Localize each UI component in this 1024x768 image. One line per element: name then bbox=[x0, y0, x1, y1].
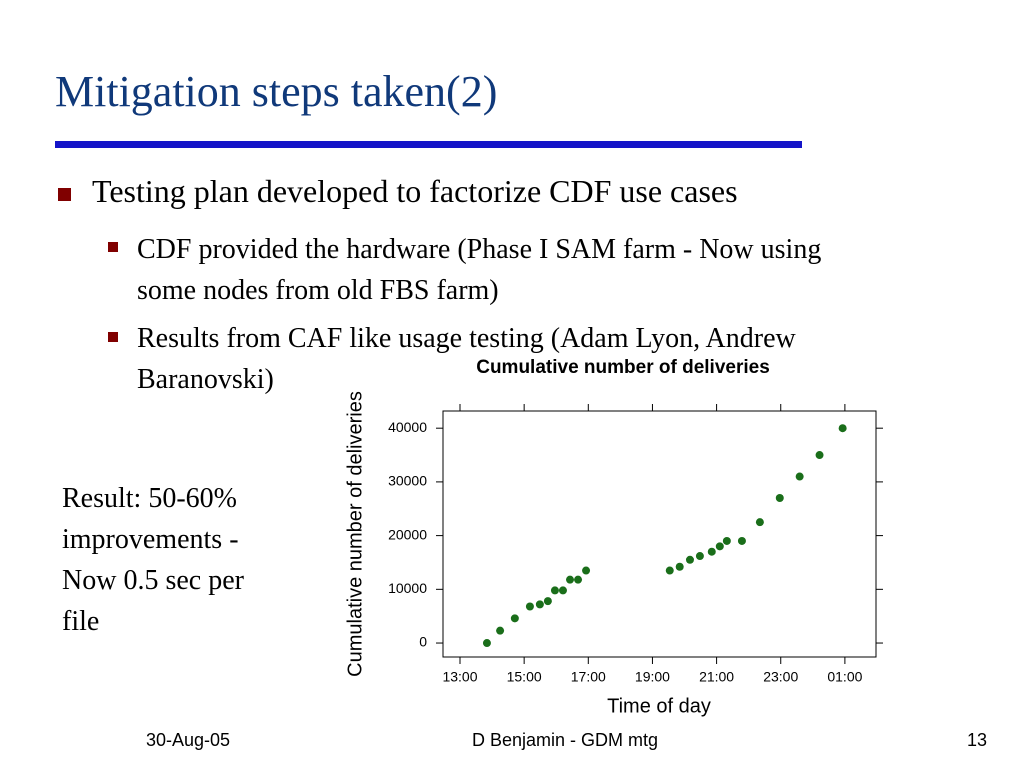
point bbox=[755, 518, 764, 527]
line: some nodes from old FBS farm) bbox=[137, 275, 499, 306]
footer-date: 30-Aug-05 bbox=[145, 730, 231, 750]
footer-center: D Benjamin - GDM mtg bbox=[471, 730, 659, 750]
point bbox=[582, 566, 591, 575]
point bbox=[838, 424, 847, 433]
point bbox=[795, 472, 804, 481]
line: improvements - bbox=[62, 524, 239, 555]
slide-title: Mitigation steps taken(2) bbox=[55, 67, 498, 116]
point bbox=[815, 451, 824, 460]
y-tick-label: 40000 bbox=[388, 419, 427, 435]
point bbox=[715, 542, 724, 551]
y-tick-label: 20000 bbox=[388, 526, 427, 542]
title-rule bbox=[55, 141, 802, 148]
point bbox=[535, 600, 544, 609]
line: Baranovski) bbox=[137, 364, 274, 395]
x-tick-label: 01:00 bbox=[827, 669, 862, 685]
bullet-marker bbox=[108, 242, 118, 252]
point bbox=[737, 536, 746, 545]
line: Now 0.5 sec per bbox=[62, 565, 244, 596]
line: file bbox=[62, 606, 100, 637]
point bbox=[496, 626, 505, 635]
point bbox=[675, 562, 684, 571]
point bbox=[566, 575, 575, 584]
x-tick-label: 23:00 bbox=[763, 669, 798, 685]
point bbox=[695, 552, 704, 561]
chart-title: Cumulative number of deliveries bbox=[476, 357, 770, 378]
point bbox=[525, 602, 534, 611]
point bbox=[558, 586, 567, 595]
bullet-text: Testing plan developed to factorize CDF … bbox=[92, 173, 738, 209]
point bbox=[707, 547, 716, 556]
y-tick-label: 30000 bbox=[388, 473, 427, 489]
point bbox=[722, 536, 731, 545]
x-tick-label: 17:00 bbox=[571, 669, 606, 685]
sub-bullet: CDF provided the hardware (Phase I SAM f… bbox=[137, 229, 821, 311]
sub-bullet: Results from CAF like usage testing (Ada… bbox=[137, 318, 796, 400]
x-tick-label: 13:00 bbox=[442, 669, 477, 685]
note: Result: 50-60% improvements - Now 0.5 se… bbox=[62, 478, 244, 642]
line: Result: 50-60% bbox=[62, 483, 237, 514]
point bbox=[550, 586, 559, 595]
y-tick-label: 10000 bbox=[388, 580, 427, 596]
point bbox=[665, 566, 674, 575]
point bbox=[685, 555, 694, 564]
line: Results from CAF like usage testing (Ada… bbox=[137, 323, 796, 354]
point bbox=[543, 597, 552, 606]
line: CDF provided the hardware (Phase I SAM f… bbox=[137, 234, 822, 265]
y-axis-label: Cumulative number of deliveries bbox=[344, 391, 366, 677]
point bbox=[510, 614, 519, 623]
footer-page: 13 bbox=[966, 730, 988, 750]
x-tick-label: 19:00 bbox=[635, 669, 670, 685]
plot-frame bbox=[442, 410, 877, 658]
bullet-marker bbox=[58, 188, 71, 201]
point bbox=[574, 575, 583, 584]
y-tick-label: 0 bbox=[419, 634, 427, 650]
x-tick-label: 15:00 bbox=[507, 669, 542, 685]
point bbox=[482, 639, 491, 648]
point bbox=[775, 494, 784, 503]
x-tick-label: 21:00 bbox=[699, 669, 734, 685]
x-axis-label: Time of day bbox=[607, 695, 711, 717]
bullet-marker bbox=[108, 332, 118, 342]
